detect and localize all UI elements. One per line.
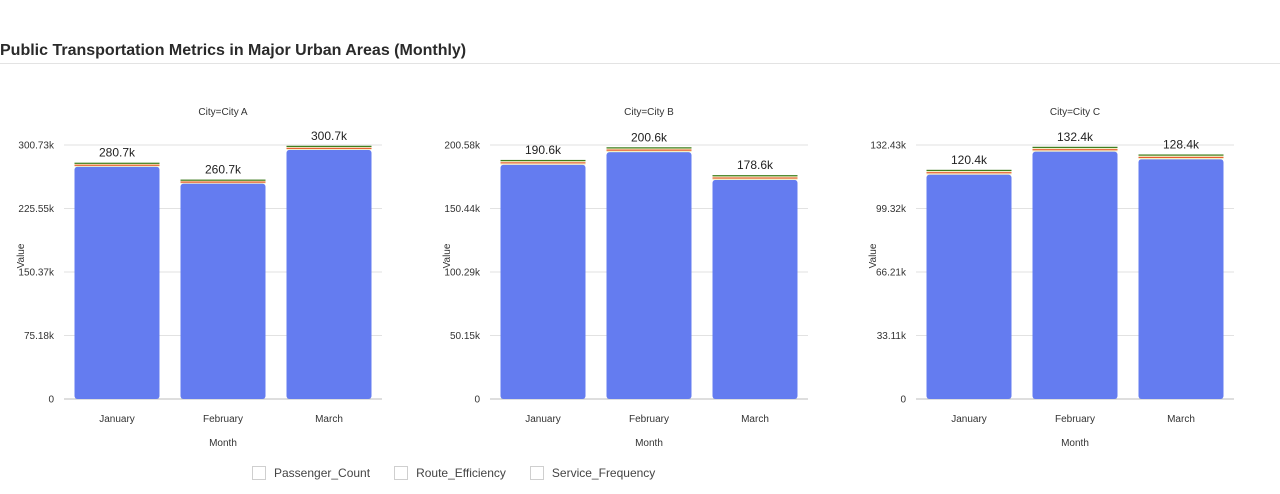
x-tick-label: January [525,414,561,425]
facet-title: City=City B [624,107,674,118]
y-tick-label: 50.15k [450,331,481,342]
bar-segment-service-frequency [1138,154,1224,156]
bar-total-label: 280.7k [99,146,136,160]
bar-segment-gap [1138,155,1224,157]
y-tick-label: 150.37k [18,268,55,279]
bar-total-label: 120.4k [951,153,988,167]
y-tick-label: 100.29k [444,268,481,279]
x-axis-title: Month [209,438,237,449]
bar-segment-route-efficiency [712,177,798,179]
bar-total-label: 132.4k [1057,130,1094,144]
bar-total-label: 200.6k [631,130,668,144]
x-axis-title: Month [1061,438,1089,449]
y-tick-label: 75.18k [24,331,55,342]
bar-segment-passenger-count [286,149,372,399]
bar-segment-gap [712,178,798,180]
bar-segment-gap [500,160,586,163]
bar-segment-service-frequency [500,159,586,162]
bar-total-label: 178.6k [737,158,774,172]
x-tick-label: February [1055,414,1095,425]
bar-segment-gap [1032,147,1118,150]
bar-segment-route-efficiency [606,149,692,151]
legend-item-service-frequency[interactable]: Service_Frequency [529,466,656,480]
legend-item-route-efficiency[interactable]: Route_Efficiency [394,466,506,480]
legend-checkbox[interactable] [252,466,266,480]
y-axis-title: Value [16,243,27,268]
y-tick-label: 200.58k [444,141,481,152]
bar-segment-passenger-count [1138,159,1224,399]
x-tick-label: March [1167,414,1195,425]
bar-segment-route-efficiency [926,172,1012,174]
y-tick-label: 300.73k [18,141,55,152]
bar-total-label: 190.6k [525,143,562,157]
bar-segment-route-efficiency [1138,156,1224,158]
bar-segment-gap [606,150,692,153]
bar-segment-gap [180,182,266,184]
bar-segment-gap [74,165,160,167]
bar-segment-service-frequency [712,175,798,177]
x-tick-label: March [741,414,769,425]
y-tick-label: 150.44k [444,204,481,215]
bar-segment-gap [712,175,798,178]
bar-segment-route-efficiency [74,164,160,166]
bar-segment-route-efficiency [1032,149,1118,151]
y-axis-title: Value [442,243,453,268]
bar-segment-gap [606,148,692,150]
y-axis-title: Value [868,243,879,268]
y-tick-label: 99.32k [876,204,907,215]
x-tick-label: February [629,414,669,425]
facet-title: City=City A [198,107,248,118]
title-divider [0,63,1280,64]
legend-item-passenger-count[interactable]: Passenger_Count [252,466,370,480]
bar-total-label: 260.7k [205,163,242,177]
bar-segment-route-efficiency [500,162,586,164]
bar-segment-gap [926,170,1012,173]
bar-segment-passenger-count [180,183,266,399]
bar-segment-service-frequency [606,147,692,149]
bar-segment-passenger-count [606,152,692,399]
bar-segment-service-frequency [180,179,266,181]
bar-segment-service-frequency [74,162,160,164]
x-tick-label: January [951,414,987,425]
page-title: Public Transportation Metrics in Major U… [0,42,467,59]
y-tick-label: 225.55k [18,204,55,215]
bar-segment-service-frequency [1032,146,1118,148]
bar-segment-gap [500,163,586,165]
y-tick-label: 33.11k [877,331,907,342]
bar-total-label: 128.4k [1163,137,1200,151]
bar-segment-route-efficiency [180,181,266,183]
bar-segment-route-efficiency [286,147,372,149]
bar-segment-passenger-count [926,174,1012,399]
bar-segment-service-frequency [926,169,1012,171]
bar-segment-passenger-count [74,166,160,399]
bar-segment-gap [926,173,1012,175]
bar-segment-gap [1032,150,1118,152]
x-tick-label: January [99,414,135,425]
legend-label: Passenger_Count [274,466,371,480]
bar-segment-passenger-count [1032,151,1118,399]
facet-title: City=City C [1050,107,1100,118]
y-tick-label: 0 [48,395,54,406]
faceted-bar-chart: City=City A 0 75.18k 150.37k 225.55k 300.73k V… [16,107,1234,449]
bar-segment-passenger-count [712,179,798,399]
x-tick-label: March [315,414,343,425]
legend-label: Route_Efficiency [416,466,506,480]
y-tick-label: 0 [474,395,480,406]
bar-segment-gap [1138,157,1224,160]
y-tick-label: 66.21k [876,268,907,279]
y-tick-label: 0 [900,395,906,406]
x-tick-label: February [203,414,243,425]
legend-label: Service_Frequency [551,466,656,480]
bar-segment-service-frequency [286,145,372,147]
bar-segment-passenger-count [500,164,586,399]
bar-segment-gap [286,148,372,150]
legend-checkbox[interactable] [529,466,544,480]
legend: Passenger_Count Route_Efficiency Service_F… [252,466,655,480]
y-tick-label: 132.43k [870,141,907,152]
bar-total-label: 300.7k [311,129,348,143]
x-axis-title: Month [635,438,663,449]
legend-checkbox[interactable] [394,466,409,480]
